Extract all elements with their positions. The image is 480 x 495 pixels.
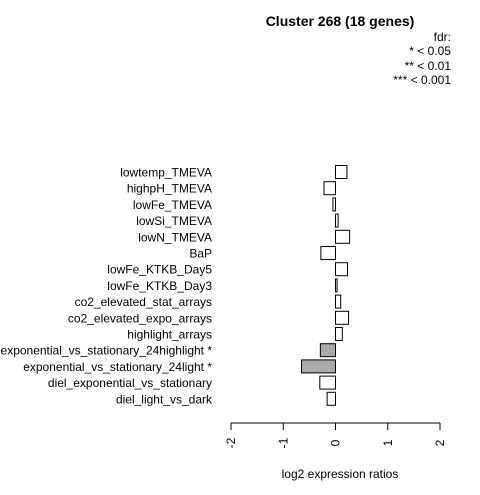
category-label: lowFe_KTKB_Day3	[107, 279, 212, 293]
bar	[323, 181, 337, 196]
bar	[326, 391, 337, 406]
legend-title: fdr:	[434, 30, 451, 44]
category-label: highlight_arrays	[127, 328, 212, 342]
category-label: BaP	[189, 247, 212, 261]
category-labels: lowtemp_TMEVA highpH_TMEVA lowFe_TMEVA lowS…	[1, 166, 213, 407]
bar	[335, 294, 342, 309]
category-label: lowtemp_TMEVA	[120, 166, 212, 180]
category-label: lowFe_KTKB_Day5	[107, 263, 212, 277]
legend-entry: * < 0.05	[409, 44, 451, 58]
bar	[335, 229, 351, 244]
x-tick-label: 1	[381, 439, 395, 446]
bar	[319, 375, 337, 390]
bar	[335, 310, 350, 325]
bar	[319, 343, 337, 358]
bars	[301, 165, 351, 406]
bar	[335, 327, 343, 341]
x-tick-label: 2	[433, 439, 447, 446]
category-label: lowN_TMEVA	[138, 230, 212, 244]
x-axis: -2 -1 0 1 2	[224, 422, 447, 448]
category-label: lowSi_TMEVA	[136, 214, 212, 228]
x-tick-label: -1	[276, 437, 290, 448]
category-label: exponential_vs_stationary_24highlight *	[1, 344, 213, 358]
category-label: diel_light_vs_dark	[116, 392, 213, 406]
bar	[301, 359, 337, 374]
legend: fdr: * < 0.05 ** < 0.01 *** < 0.001	[393, 30, 451, 87]
bar	[335, 278, 338, 293]
category-label: highpH_TMEVA	[127, 182, 212, 196]
category-label: co2_elevated_stat_arrays	[75, 295, 212, 309]
legend-entry: *** < 0.001	[393, 73, 451, 87]
chart-title: Cluster 268 (18 genes)	[266, 13, 415, 29]
bar	[335, 262, 349, 277]
bar	[320, 246, 336, 260]
category-label: lowFe_TMEVA	[133, 198, 212, 212]
bar	[332, 197, 337, 212]
x-tick-label: -2	[224, 437, 238, 448]
category-label: exponential_vs_stationary_24light *	[23, 360, 212, 374]
x-axis-label: log2 expression ratios	[282, 467, 399, 481]
bar	[335, 165, 348, 179]
category-label: diel_exponential_vs_stationary	[48, 376, 212, 390]
x-tick-label: 0	[329, 439, 343, 446]
category-label: co2_elevated_expo_arrays	[68, 311, 212, 325]
bar	[335, 213, 339, 228]
legend-entry: ** < 0.01	[405, 59, 452, 73]
